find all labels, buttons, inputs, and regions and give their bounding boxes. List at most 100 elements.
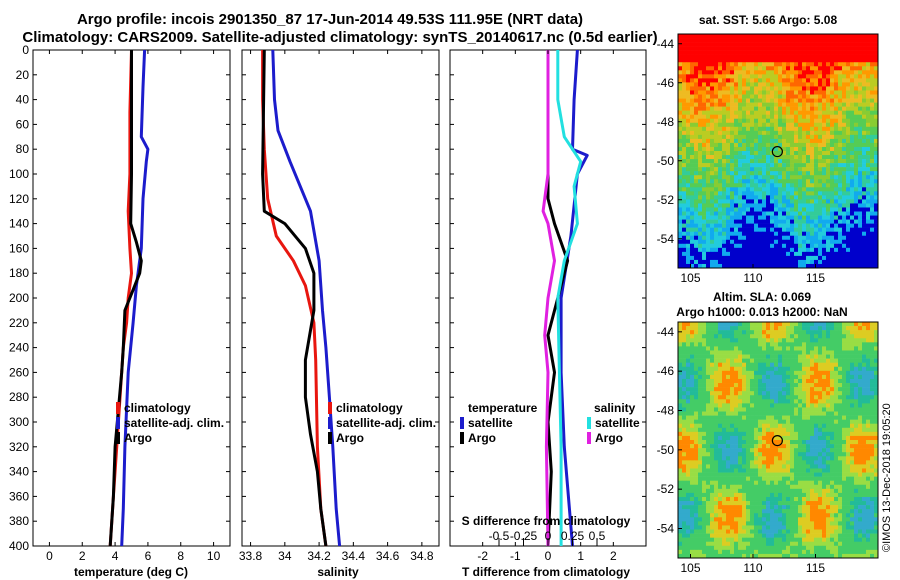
map-cell: [786, 86, 791, 91]
map-cell: [790, 211, 795, 216]
map-cell: [786, 322, 791, 327]
map-cell: [862, 199, 867, 204]
map-cell: [722, 90, 727, 95]
map-cell: [742, 159, 747, 164]
map-cell: [818, 122, 823, 128]
map-cell: [690, 134, 695, 140]
map-cell: [770, 138, 775, 144]
map-cell: [870, 440, 875, 445]
map-cell: [710, 358, 715, 363]
map-cell: [762, 247, 767, 253]
map-cell: [858, 440, 863, 445]
map-cell: [818, 82, 823, 87]
map-cell: [714, 415, 719, 420]
map-cell: [718, 239, 723, 245]
map-cell: [802, 167, 807, 172]
map-cell: [834, 255, 839, 261]
map-cell: [718, 66, 723, 71]
map-cell: [694, 175, 699, 180]
map-cell: [730, 427, 735, 433]
map-cell: [802, 151, 807, 156]
map-cell: [766, 322, 771, 327]
map-cell: [790, 255, 795, 261]
map-cell: [734, 403, 739, 408]
map-cell: [722, 407, 727, 412]
map-cell: [686, 366, 691, 372]
map-cell: [850, 90, 855, 95]
map-cell: [686, 391, 691, 396]
map-cell: [846, 358, 851, 363]
map-cell: [726, 419, 731, 425]
map-cell: [698, 247, 703, 253]
map-cell: [870, 415, 875, 420]
map-cell: [770, 383, 775, 388]
map-cell: [838, 211, 843, 216]
map-cell: [682, 338, 687, 343]
map-cell: [846, 231, 851, 237]
map-cell: [766, 42, 771, 47]
map-cell: [750, 387, 755, 392]
map-cell: [682, 235, 687, 241]
map-cell: [758, 46, 763, 51]
map-cell: [778, 448, 783, 453]
map-cell: [742, 102, 747, 107]
map-cell: [738, 227, 743, 232]
map-cell: [838, 255, 843, 261]
map-cell: [726, 460, 731, 465]
map-cell: [690, 74, 695, 79]
map-cell: [778, 391, 783, 396]
map-cell: [738, 407, 743, 412]
map-cell: [698, 199, 703, 204]
legend-satellite: satellite-adj. clim.: [336, 416, 436, 430]
map-cell: [754, 118, 759, 124]
map-cell: [678, 187, 683, 192]
map-cell: [782, 130, 787, 136]
map-cell: [846, 374, 851, 380]
map-cell: [730, 330, 735, 335]
map-cell: [814, 358, 819, 363]
map-cell: [874, 34, 879, 39]
map-cell: [782, 175, 787, 180]
map-cell: [842, 70, 847, 75]
map-cell: [678, 134, 683, 140]
map-cell: [814, 366, 819, 372]
map-cell: [802, 391, 807, 396]
map-cell: [746, 358, 751, 363]
map-cell: [810, 82, 815, 87]
map-cell: [842, 66, 847, 71]
map-cell: [874, 191, 879, 196]
map-cell: [774, 146, 779, 152]
map-cell: [706, 358, 711, 363]
map-cell: [710, 448, 715, 453]
map-cell: [870, 82, 875, 87]
map-cell: [742, 411, 747, 416]
map-cell: [862, 50, 867, 55]
map-cell: [706, 383, 711, 388]
map-cell: [726, 94, 731, 99]
map-cell: [794, 54, 799, 59]
map-cell: [846, 330, 851, 335]
map-cell: [802, 460, 807, 465]
map-cell: [834, 387, 839, 392]
map-cell: [726, 350, 731, 355]
map-cell: [758, 211, 763, 216]
map-cell: [694, 456, 699, 461]
map-cell: [730, 215, 735, 220]
map-cell: [682, 134, 687, 140]
map-cell: [846, 338, 851, 343]
map-cell: [854, 243, 859, 249]
map-cell: [754, 38, 759, 43]
map-cell: [742, 62, 747, 67]
map-cell: [694, 419, 699, 425]
map-cell: [718, 419, 723, 425]
map-cell: [714, 342, 719, 347]
map-cell: [822, 464, 827, 469]
map-cell: [726, 167, 731, 172]
map-cell: [866, 211, 871, 216]
map-cell: [722, 155, 727, 160]
map-cell: [826, 54, 831, 59]
map-cell: [762, 440, 767, 445]
map-cell: [746, 82, 751, 87]
map-cell: [806, 247, 811, 253]
map-cell: [822, 391, 827, 396]
